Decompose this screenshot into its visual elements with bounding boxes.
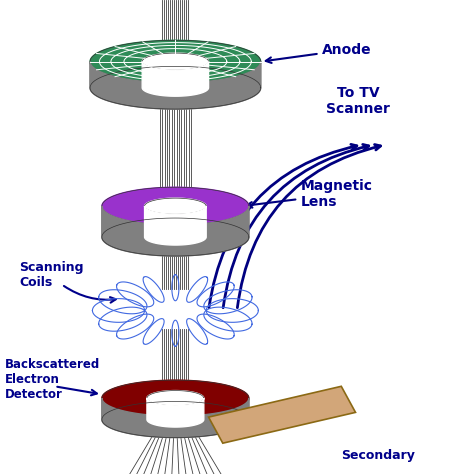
Polygon shape [209, 386, 356, 443]
Polygon shape [102, 398, 249, 438]
Text: Secondary: Secondary [341, 449, 415, 462]
Polygon shape [102, 206, 249, 256]
Polygon shape [145, 198, 206, 214]
Polygon shape [145, 206, 206, 245]
Polygon shape [102, 380, 249, 416]
Polygon shape [147, 398, 204, 427]
Text: Backscattered
Electron
Detector: Backscattered Electron Detector [5, 358, 100, 401]
Text: Magnetic
Lens: Magnetic Lens [246, 179, 373, 210]
Polygon shape [147, 398, 204, 427]
Text: To TV
Scanner: To TV Scanner [326, 86, 390, 116]
Polygon shape [102, 187, 249, 225]
Polygon shape [90, 62, 261, 109]
Text: Anode: Anode [266, 43, 372, 63]
Polygon shape [145, 206, 206, 245]
Polygon shape [142, 62, 209, 96]
Text: Scanning
Coils: Scanning Coils [19, 261, 83, 289]
Polygon shape [102, 206, 249, 256]
Polygon shape [90, 62, 261, 109]
Polygon shape [102, 398, 249, 438]
Polygon shape [147, 391, 204, 406]
Polygon shape [90, 40, 261, 83]
Polygon shape [142, 53, 209, 70]
Polygon shape [142, 62, 209, 96]
